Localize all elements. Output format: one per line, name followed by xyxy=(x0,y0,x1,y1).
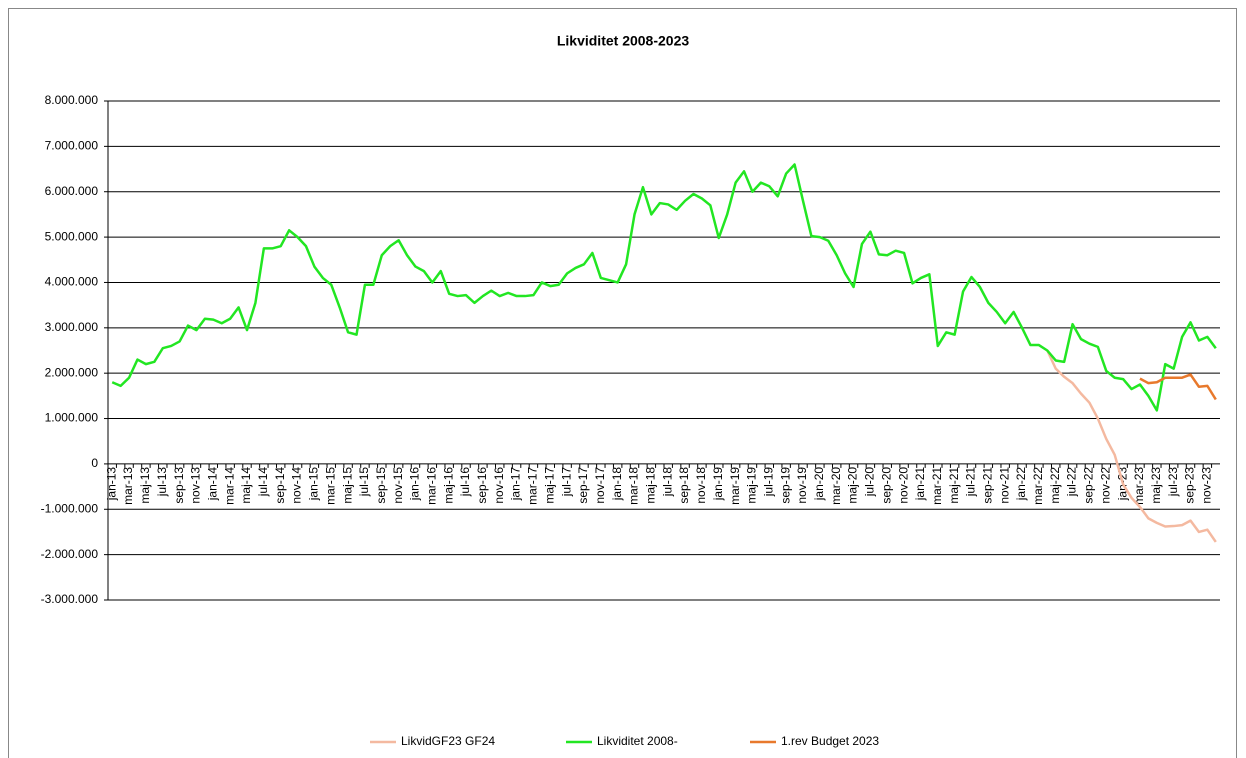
x-tick-label: jul-17 xyxy=(559,467,573,498)
x-tick-label: sep-15 xyxy=(374,467,388,504)
y-tick-label: -3.000.000 xyxy=(41,592,99,606)
series-line xyxy=(1046,349,1217,543)
x-tick-label: nov-23 xyxy=(1200,467,1214,504)
x-tick-label: sep-13 xyxy=(172,467,186,504)
x-tick-label: jul-15 xyxy=(357,467,371,498)
y-tick-label: 5.000.000 xyxy=(45,229,99,243)
x-tick-label: nov-20 xyxy=(896,467,910,504)
x-tick-label: jan-15 xyxy=(307,467,321,502)
x-tick-label: mar-15 xyxy=(323,467,337,505)
y-tick-label: -2.000.000 xyxy=(41,547,99,561)
x-tick-label: nov-17 xyxy=(593,467,607,504)
x-tick-label: jan-21 xyxy=(913,467,927,502)
y-tick-label: 0 xyxy=(91,456,98,470)
x-tick-label: maj-16 xyxy=(441,467,455,504)
x-tick-label: jul-19 xyxy=(761,467,775,498)
x-tick-label: jan-20 xyxy=(812,467,826,502)
x-tick-label: sep-21 xyxy=(981,467,995,504)
x-tick-label: jan-22 xyxy=(1014,467,1028,502)
x-tick-label: maj-17 xyxy=(542,467,556,504)
chart-title: Likviditet 2008-2023 xyxy=(557,33,690,49)
x-tick-label: mar-16 xyxy=(425,467,439,505)
x-tick-label: nov-16 xyxy=(492,467,506,504)
x-tick-label: jan-18 xyxy=(610,467,624,502)
x-tick-label: nov-21 xyxy=(997,467,1011,504)
y-tick-label: 7.000.000 xyxy=(45,139,99,153)
x-tick-label: jul-21 xyxy=(964,467,978,498)
y-tick-label: 8.000.000 xyxy=(45,93,99,107)
x-tick-label: jul-22 xyxy=(1065,467,1079,498)
chart-frame xyxy=(8,8,1237,758)
x-tick-label: mar-13 xyxy=(121,467,135,505)
x-tick-label: sep-17 xyxy=(576,467,590,504)
x-tick-label: mar-22 xyxy=(1031,467,1045,505)
y-tick-label: -1.000.000 xyxy=(41,501,99,515)
x-tick-label: sep-16 xyxy=(475,467,489,504)
x-tick-label: mar-19 xyxy=(728,467,742,505)
x-tick-label: maj-23 xyxy=(1149,467,1163,504)
x-tick-label: maj-19 xyxy=(745,467,759,504)
legend-label: LikvidGF23 GF24 xyxy=(401,734,495,748)
x-tick-label: sep-18 xyxy=(677,467,691,504)
x-tick-label: sep-14 xyxy=(273,467,287,504)
x-tick-label: jul-20 xyxy=(863,467,877,498)
y-tick-label: 6.000.000 xyxy=(45,184,99,198)
x-tick-label: sep-22 xyxy=(1082,467,1096,504)
x-tick-label: mar-14 xyxy=(222,467,236,505)
x-tick-label: mar-17 xyxy=(526,467,540,505)
x-tick-label: maj-22 xyxy=(1048,467,1062,504)
y-tick-label: 3.000.000 xyxy=(45,320,99,334)
x-tick-label: jul-23 xyxy=(1166,467,1180,498)
x-tick-label: nov-15 xyxy=(391,467,405,504)
x-tick-label: jul-13 xyxy=(155,467,169,498)
x-tick-label: maj-14 xyxy=(239,467,253,504)
x-tick-label: jan-14 xyxy=(205,467,219,502)
x-tick-label: nov-22 xyxy=(1098,467,1112,504)
x-tick-label: mar-21 xyxy=(930,467,944,505)
x-tick-label: nov-13 xyxy=(189,467,203,504)
y-tick-label: 2.000.000 xyxy=(45,365,99,379)
x-tick-label: maj-20 xyxy=(846,467,860,504)
x-tick-label: sep-23 xyxy=(1183,467,1197,504)
x-tick-label: jul-18 xyxy=(660,467,674,498)
legend-label: Likviditet 2008- xyxy=(597,734,678,748)
x-tick-label: maj-18 xyxy=(644,467,658,504)
x-tick-label: nov-18 xyxy=(694,467,708,504)
series-line xyxy=(1139,373,1217,401)
x-tick-label: jan-19 xyxy=(711,467,725,502)
x-tick-label: jul-14 xyxy=(256,467,270,498)
x-tick-label: jul-16 xyxy=(458,467,472,498)
series-line xyxy=(111,163,1217,412)
x-tick-label: sep-19 xyxy=(778,467,792,504)
y-tick-label: 4.000.000 xyxy=(45,275,99,289)
x-tick-label: jan-13 xyxy=(104,467,118,502)
x-tick-label: mar-23 xyxy=(1132,467,1146,505)
x-tick-label: maj-21 xyxy=(947,467,961,504)
legend-label: 1.rev Budget 2023 xyxy=(781,734,879,748)
x-tick-label: sep-20 xyxy=(879,467,893,504)
x-tick-label: maj-13 xyxy=(138,467,152,504)
x-tick-label: mar-18 xyxy=(627,467,641,505)
x-tick-label: nov-14 xyxy=(290,467,304,504)
x-tick-label: maj-15 xyxy=(340,467,354,504)
y-tick-label: 1.000.000 xyxy=(45,411,99,425)
x-tick-label: jan-16 xyxy=(408,467,422,502)
x-tick-label: mar-20 xyxy=(829,467,843,505)
x-tick-label: nov-19 xyxy=(795,467,809,504)
x-tick-label: jan-17 xyxy=(509,467,523,502)
